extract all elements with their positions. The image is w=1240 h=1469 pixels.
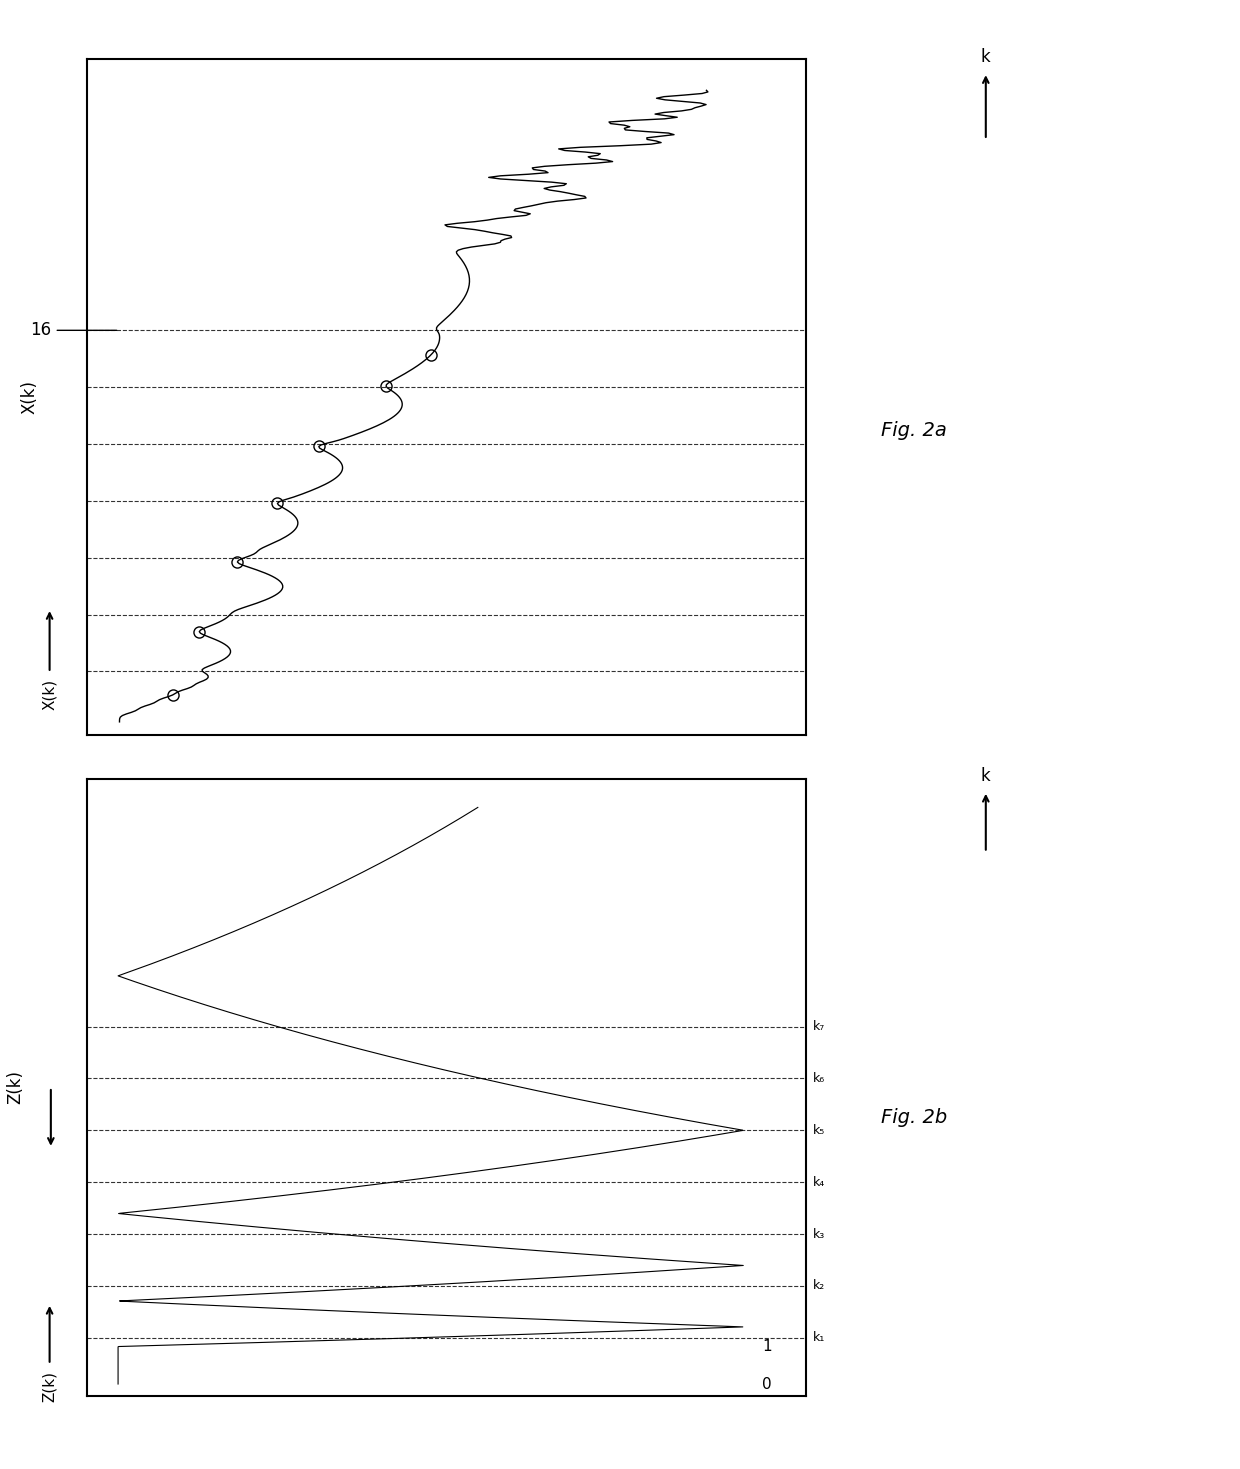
Text: k₂: k₂ [813, 1279, 826, 1293]
Text: X(k): X(k) [20, 379, 38, 414]
Text: 0: 0 [763, 1376, 771, 1391]
Text: k₇: k₇ [813, 1019, 826, 1033]
Text: k₄: k₄ [813, 1175, 826, 1188]
Text: k: k [981, 767, 991, 784]
Text: 1: 1 [763, 1340, 771, 1354]
Text: k: k [981, 47, 991, 66]
Text: X(k): X(k) [42, 679, 57, 711]
Text: k₅: k₅ [813, 1124, 826, 1137]
Text: Z(k): Z(k) [42, 1371, 57, 1401]
Text: Fig. 2b: Fig. 2b [880, 1109, 947, 1127]
Text: Fig. 2a: Fig. 2a [880, 422, 947, 439]
Text: k₆: k₆ [813, 1072, 826, 1086]
Text: k₃: k₃ [813, 1228, 826, 1241]
Text: k₁: k₁ [813, 1331, 826, 1344]
Text: Z(k): Z(k) [6, 1069, 24, 1105]
Text: 16: 16 [31, 322, 117, 339]
